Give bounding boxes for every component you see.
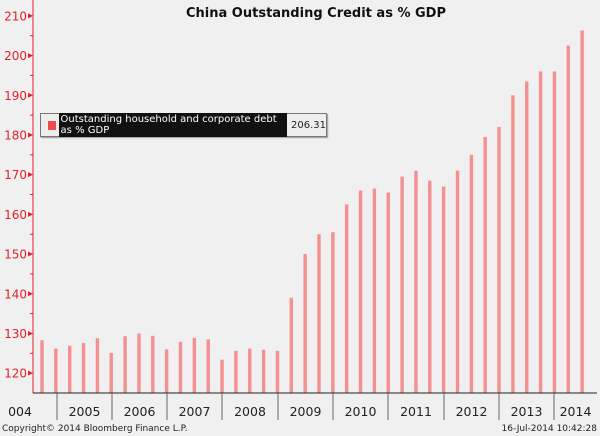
x-tick-label: 004 xyxy=(8,404,32,419)
y-tick-marker xyxy=(28,13,33,19)
bar xyxy=(220,359,224,393)
bar xyxy=(95,338,100,393)
bar xyxy=(206,339,210,393)
y-tick-marker xyxy=(28,291,33,297)
bar xyxy=(414,170,418,393)
bar xyxy=(331,232,335,393)
bars xyxy=(40,30,584,394)
bar xyxy=(386,192,390,393)
x-tick-label: 2006 xyxy=(124,404,156,419)
bar xyxy=(469,154,474,393)
bar xyxy=(192,337,197,393)
chart-title: China Outstanding Credit as % GDP xyxy=(186,6,446,21)
bar xyxy=(511,95,515,393)
bar xyxy=(123,336,127,393)
x-axis: 004 2005 2006 2007 2008 2009 2010 2011 2012 2013 2… xyxy=(8,392,597,420)
bar xyxy=(455,170,460,393)
y-tick-label: 120 xyxy=(4,367,27,381)
legend: Outstanding household and corporate debt… xyxy=(40,113,327,137)
bar xyxy=(428,180,432,393)
bar xyxy=(164,349,169,393)
bar xyxy=(40,340,44,393)
bar xyxy=(538,71,543,394)
bar xyxy=(372,188,377,393)
bar xyxy=(497,127,501,393)
y-tick-label: 210 xyxy=(4,9,27,23)
y-tick-label: 130 xyxy=(4,327,27,341)
bar xyxy=(580,30,584,393)
x-tick-label: 2011 xyxy=(400,404,432,419)
y-tick-marker xyxy=(28,92,33,98)
bar xyxy=(275,350,280,393)
y-tick-label: 140 xyxy=(4,287,27,301)
y-tick-label: 180 xyxy=(4,128,27,142)
bar xyxy=(525,81,529,393)
bar xyxy=(483,136,487,394)
bar xyxy=(261,349,266,393)
bar xyxy=(317,234,321,393)
legend-last-value: 206.31 xyxy=(291,119,326,131)
bar xyxy=(137,333,141,393)
y-tick-marker xyxy=(28,370,33,376)
y-tick-label: 170 xyxy=(4,168,27,182)
bar xyxy=(248,348,252,393)
bar xyxy=(358,190,363,393)
y-tick-marker xyxy=(28,172,33,178)
y-tick-label: 200 xyxy=(4,49,27,63)
bar xyxy=(151,335,155,393)
x-tick-label: 2012 xyxy=(456,404,488,419)
bar xyxy=(552,71,557,394)
legend-swatch xyxy=(48,120,56,130)
bar xyxy=(303,254,307,393)
bar xyxy=(345,204,349,393)
bar xyxy=(54,348,58,393)
timestamp: 16-Jul-2014 10:42:28 xyxy=(501,424,598,434)
copyright: Copyright© 2014 Bloomberg Finance L.P. xyxy=(2,424,188,434)
bar xyxy=(109,352,113,393)
bar xyxy=(178,341,183,393)
bar xyxy=(234,350,238,393)
y-tick-marker xyxy=(28,132,33,138)
y-axis: 120 130 140 150 160 170 180 190 200 210 xyxy=(4,0,34,393)
bar xyxy=(289,297,293,393)
x-tick-label: 2014 xyxy=(560,404,592,419)
y-tick-marker xyxy=(28,251,33,257)
y-tick-label: 160 xyxy=(4,208,27,222)
bar xyxy=(441,186,446,393)
y-tick-marker xyxy=(28,211,33,217)
x-tick-label: 2005 xyxy=(69,404,101,419)
y-tick-marker xyxy=(28,53,33,59)
x-tick-label: 2013 xyxy=(511,404,543,419)
x-tick-label: 2008 xyxy=(234,404,266,419)
x-tick-label: 2007 xyxy=(179,404,211,419)
y-tick-label: 150 xyxy=(4,248,27,262)
bar xyxy=(68,345,72,393)
y-tick-marker xyxy=(28,330,33,336)
bar xyxy=(566,45,570,393)
legend-label: Outstanding household and corporate debt… xyxy=(58,113,287,137)
y-tick-label: 190 xyxy=(4,89,27,103)
bar xyxy=(400,176,404,393)
x-tick-label: 2009 xyxy=(290,404,322,419)
bar xyxy=(81,342,86,393)
x-tick-label: 2010 xyxy=(345,404,377,419)
